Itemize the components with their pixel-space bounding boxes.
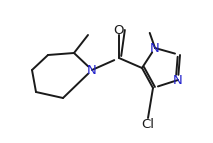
Text: N: N xyxy=(87,63,97,77)
Text: N: N xyxy=(173,74,183,87)
Text: O: O xyxy=(114,23,124,36)
Text: Cl: Cl xyxy=(141,118,154,131)
Text: N: N xyxy=(150,41,160,54)
